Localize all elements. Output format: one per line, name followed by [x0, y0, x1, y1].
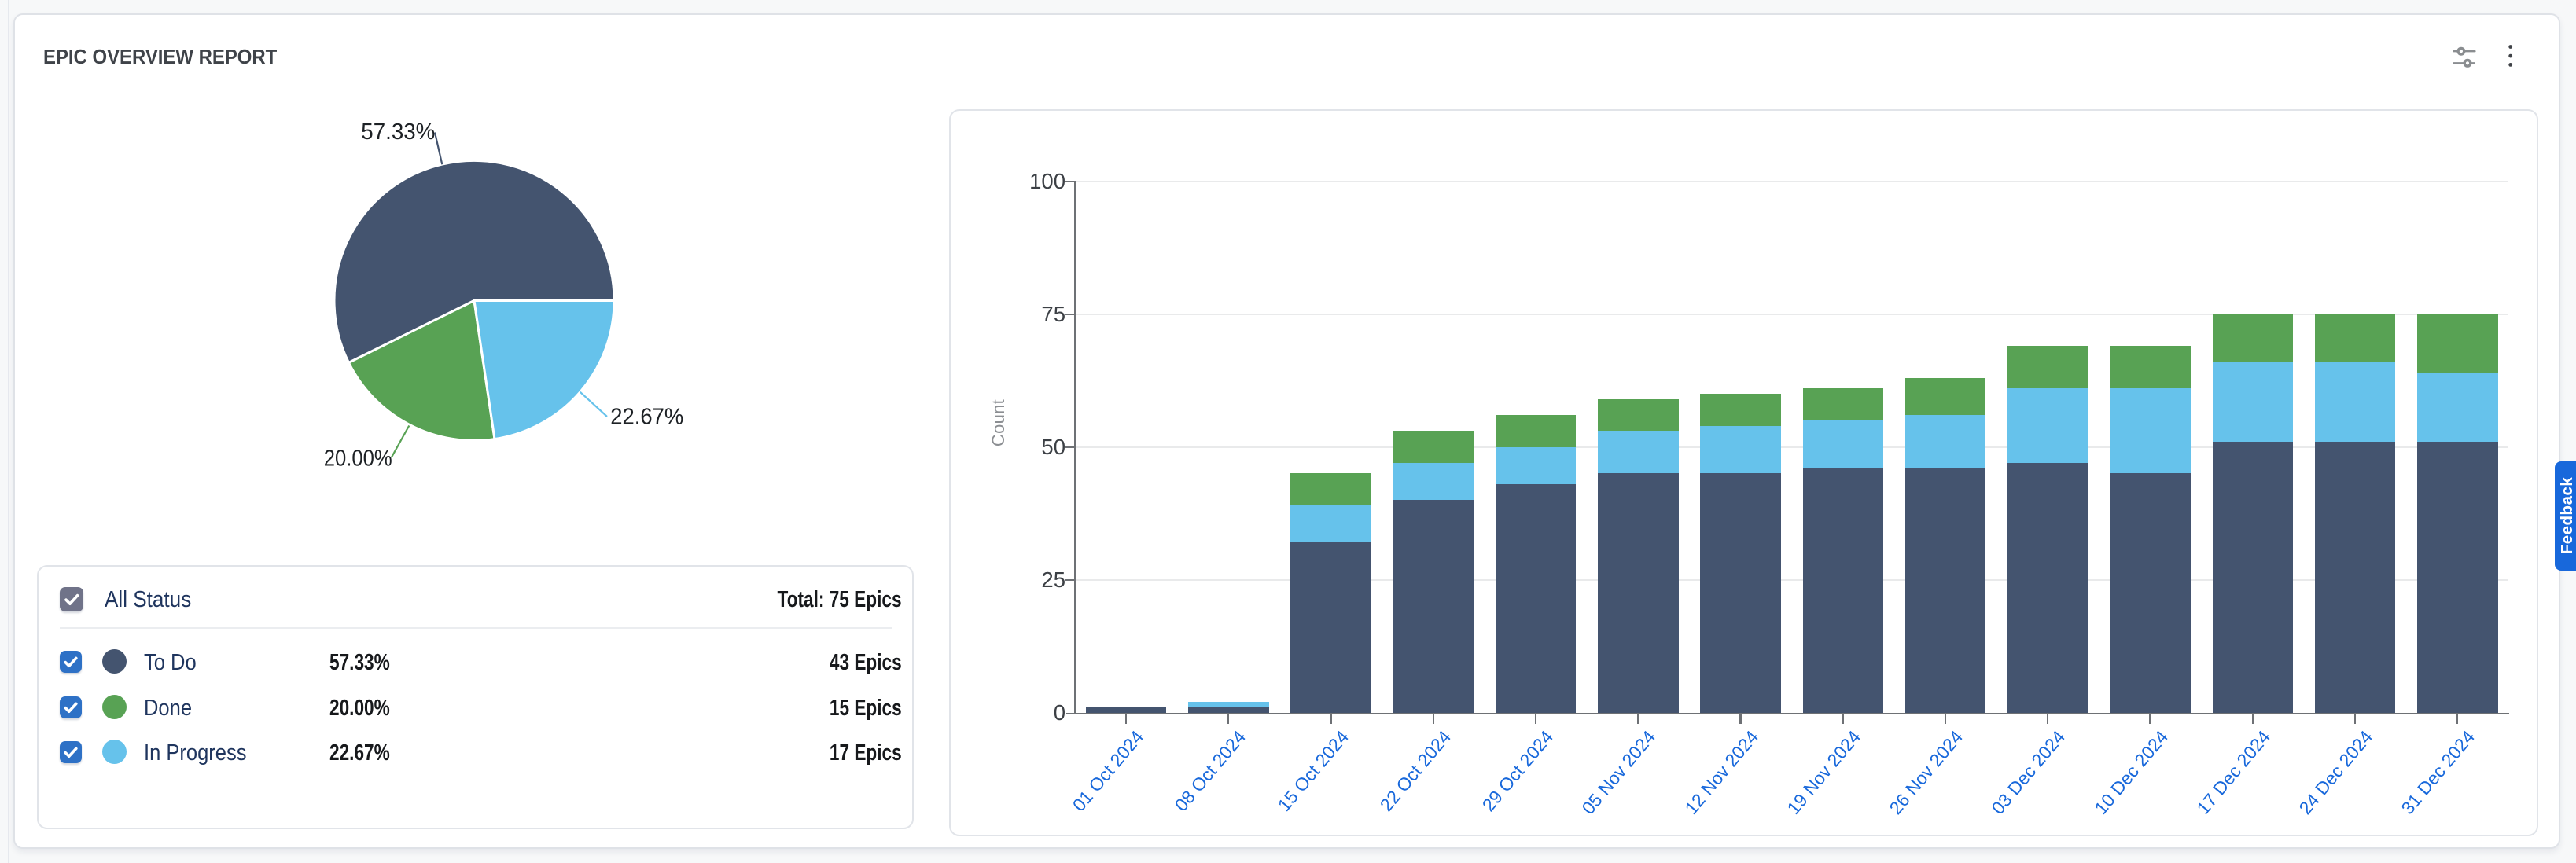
- svg-text:20.00%: 20.00%: [324, 446, 392, 471]
- svg-text:22.67%: 22.67%: [610, 405, 683, 430]
- svg-text:57.33%: 57.33%: [361, 119, 435, 145]
